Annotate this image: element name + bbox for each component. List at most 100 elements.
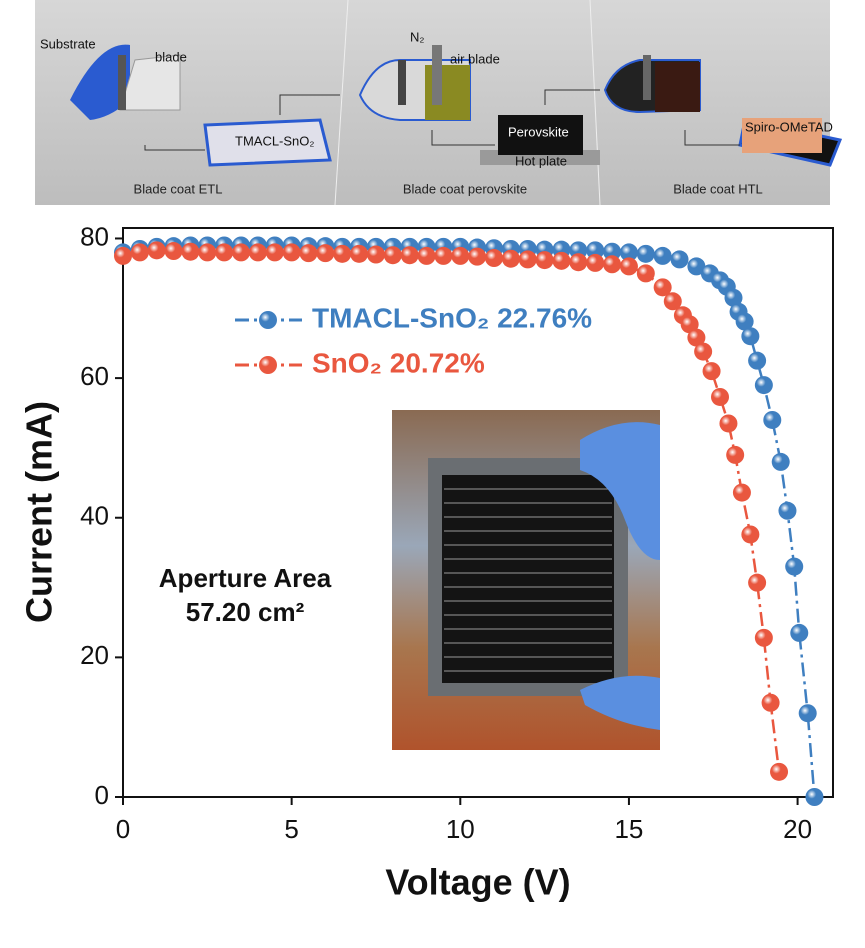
legend-marker — [259, 311, 277, 329]
caption: Blade coat perovskite — [403, 181, 527, 196]
wet-htl — [655, 62, 700, 112]
data-point — [299, 244, 318, 263]
blade — [643, 55, 651, 100]
data-point — [383, 246, 402, 265]
data-point — [333, 244, 352, 263]
data-point — [653, 278, 672, 297]
x-tick-label: 15 — [614, 814, 643, 844]
data-point — [680, 315, 699, 334]
label: blade — [155, 49, 187, 64]
perovskite-film — [498, 115, 583, 155]
data-point — [694, 342, 713, 361]
data-point — [805, 788, 824, 806]
module — [442, 475, 614, 683]
x-tick-label: 0 — [116, 814, 130, 844]
arrow — [279, 94, 340, 115]
label: Perovskite — [508, 124, 569, 139]
data-point — [485, 249, 504, 268]
annotation: Aperture Area — [159, 563, 332, 593]
data-point — [232, 243, 251, 262]
data-point — [785, 557, 804, 576]
inset-photo — [392, 410, 660, 750]
data-point — [603, 242, 622, 261]
data-point — [147, 241, 166, 260]
glove — [580, 675, 660, 730]
data-point — [754, 628, 773, 647]
arrow — [431, 130, 495, 146]
data-point — [761, 693, 780, 712]
data-point — [770, 762, 789, 781]
y-axis-title: Current (mA) — [19, 401, 60, 623]
spiro-film — [742, 118, 822, 153]
data-point — [778, 501, 797, 520]
substrate-curl — [70, 44, 130, 120]
y-tick-label: 40 — [80, 501, 109, 531]
data-point — [687, 328, 706, 347]
plot-frame — [122, 227, 834, 798]
data-point — [636, 264, 655, 283]
data-point — [763, 410, 782, 429]
data-point — [215, 243, 234, 262]
x-axis-title: Voltage (V) — [385, 862, 570, 903]
x-tick-label: 5 — [284, 814, 298, 844]
schematic: Substrate blade TMACL-SnO₂ Blade coat ET… — [35, 0, 843, 206]
cell-lines — [444, 488, 612, 672]
label: TMACL-SnO₂ — [235, 133, 314, 148]
glove — [580, 422, 660, 560]
data-point — [350, 244, 369, 263]
label: Hot plate — [515, 153, 567, 168]
data-point — [451, 246, 470, 265]
data-point — [248, 243, 267, 262]
data-point — [726, 445, 745, 464]
data-point — [535, 251, 554, 270]
data-point — [719, 414, 738, 433]
air-blade — [432, 45, 442, 105]
data-point — [748, 351, 767, 370]
data-point — [316, 244, 335, 263]
label: air blade — [450, 51, 500, 66]
data-point — [282, 243, 301, 262]
data-point — [663, 292, 682, 311]
divider — [334, 0, 349, 206]
label: N₂ — [410, 29, 424, 44]
wet-film — [425, 65, 470, 120]
label: Spiro-OMeTAD — [745, 119, 833, 134]
data-point — [501, 249, 520, 268]
x-tick-label: 10 — [446, 814, 475, 844]
data-point — [735, 312, 754, 331]
data-point — [114, 246, 132, 265]
data-point — [702, 362, 721, 381]
data-point — [790, 623, 809, 642]
blade — [398, 60, 406, 105]
data-point — [687, 257, 706, 276]
data-point — [569, 253, 588, 272]
data-point — [468, 247, 487, 266]
data-point — [798, 704, 817, 723]
x-tick-label: 20 — [783, 814, 812, 844]
data-point — [771, 452, 790, 471]
data-point — [748, 573, 767, 592]
data-point — [198, 243, 217, 262]
arrow — [684, 130, 740, 146]
annotation: 57.20 cm² — [186, 597, 305, 627]
data-point — [586, 241, 605, 260]
data-point — [552, 251, 571, 270]
data-point — [518, 250, 537, 269]
data-point — [603, 255, 622, 274]
data-point — [732, 483, 751, 502]
data-point — [265, 243, 284, 262]
data-point — [754, 376, 773, 395]
data-point — [164, 242, 183, 261]
data-point — [619, 257, 638, 276]
blade — [118, 55, 126, 110]
substrate — [119, 54, 181, 111]
data-point — [181, 242, 200, 261]
label: Substrate — [40, 36, 96, 51]
etl-film — [203, 118, 332, 167]
divider — [589, 0, 601, 206]
data-point — [653, 246, 672, 265]
legend-marker — [259, 356, 277, 374]
y-tick-label: 0 — [95, 780, 109, 810]
y-tick-label: 80 — [80, 221, 109, 251]
data-point — [366, 245, 385, 264]
